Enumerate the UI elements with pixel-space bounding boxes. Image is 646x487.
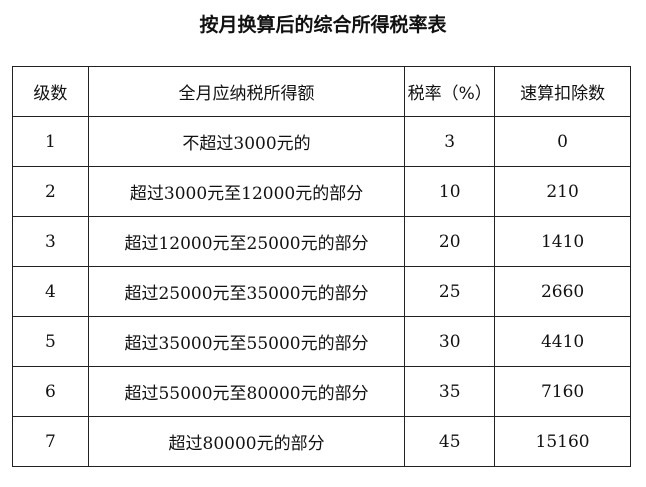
cell-income-range: 超过25000元至35000元的部分 xyxy=(87,266,406,317)
cell-income-range: 超过35000元至55000元的部分 xyxy=(87,316,406,367)
table-row: 2 超过3000元至12000元的部分 10 210 xyxy=(12,166,631,217)
cell-income-range: 不超过3000元的 xyxy=(87,116,406,167)
table-row: 4 超过25000元至35000元的部分 25 2660 xyxy=(12,266,631,317)
cell-level: 5 xyxy=(12,316,89,367)
tax-rate-table: 级数 全月应纳税所得额 税率（%） 速算扣除数 1 不超过3000元的 3 0 2 超过3… xyxy=(12,66,631,467)
cell-quick-deduction: 2660 xyxy=(494,266,631,317)
cell-income-range: 超过3000元至12000元的部分 xyxy=(87,166,406,217)
cell-income-range: 超过12000元至25000元的部分 xyxy=(87,216,406,267)
cell-tax-rate: 45 xyxy=(404,416,496,467)
cell-quick-deduction: 7160 xyxy=(494,366,631,417)
cell-income-range: 超过80000元的部分 xyxy=(87,416,406,467)
cell-quick-deduction: 15160 xyxy=(494,416,631,467)
cell-level: 4 xyxy=(12,266,89,317)
cell-quick-deduction: 210 xyxy=(494,166,631,217)
cell-tax-rate: 3 xyxy=(404,116,496,167)
header-level: 级数 xyxy=(12,66,89,117)
cell-level: 6 xyxy=(12,366,89,417)
table-row: 5 超过35000元至55000元的部分 30 4410 xyxy=(12,316,631,367)
cell-tax-rate: 20 xyxy=(404,216,496,267)
cell-income-range: 超过55000元至80000元的部分 xyxy=(87,366,406,417)
cell-tax-rate: 10 xyxy=(404,166,496,217)
table-row: 6 超过55000元至80000元的部分 35 7160 xyxy=(12,366,631,417)
header-row: 级数 全月应纳税所得额 税率（%） 速算扣除数 xyxy=(12,66,631,117)
table-row: 7 超过80000元的部分 45 15160 xyxy=(12,416,631,467)
header-rate: 税率（%） xyxy=(404,66,496,117)
cell-tax-rate: 25 xyxy=(404,266,496,317)
table-row: 1 不超过3000元的 3 0 xyxy=(12,116,631,167)
cell-level: 2 xyxy=(12,166,89,217)
cell-quick-deduction: 1410 xyxy=(494,216,631,267)
cell-level: 7 xyxy=(12,416,89,467)
cell-quick-deduction: 4410 xyxy=(494,316,631,367)
cell-level: 3 xyxy=(12,216,89,267)
table-row: 3 超过12000元至25000元的部分 20 1410 xyxy=(12,216,631,267)
header-income: 全月应纳税所得额 xyxy=(87,66,406,117)
cell-tax-rate: 35 xyxy=(404,366,496,417)
page-title: 按月换算后的综合所得税率表 xyxy=(199,14,447,36)
cell-tax-rate: 30 xyxy=(404,316,496,367)
cell-quick-deduction: 0 xyxy=(494,116,631,167)
header-deduction: 速算扣除数 xyxy=(494,66,631,117)
cell-level: 1 xyxy=(12,116,89,167)
